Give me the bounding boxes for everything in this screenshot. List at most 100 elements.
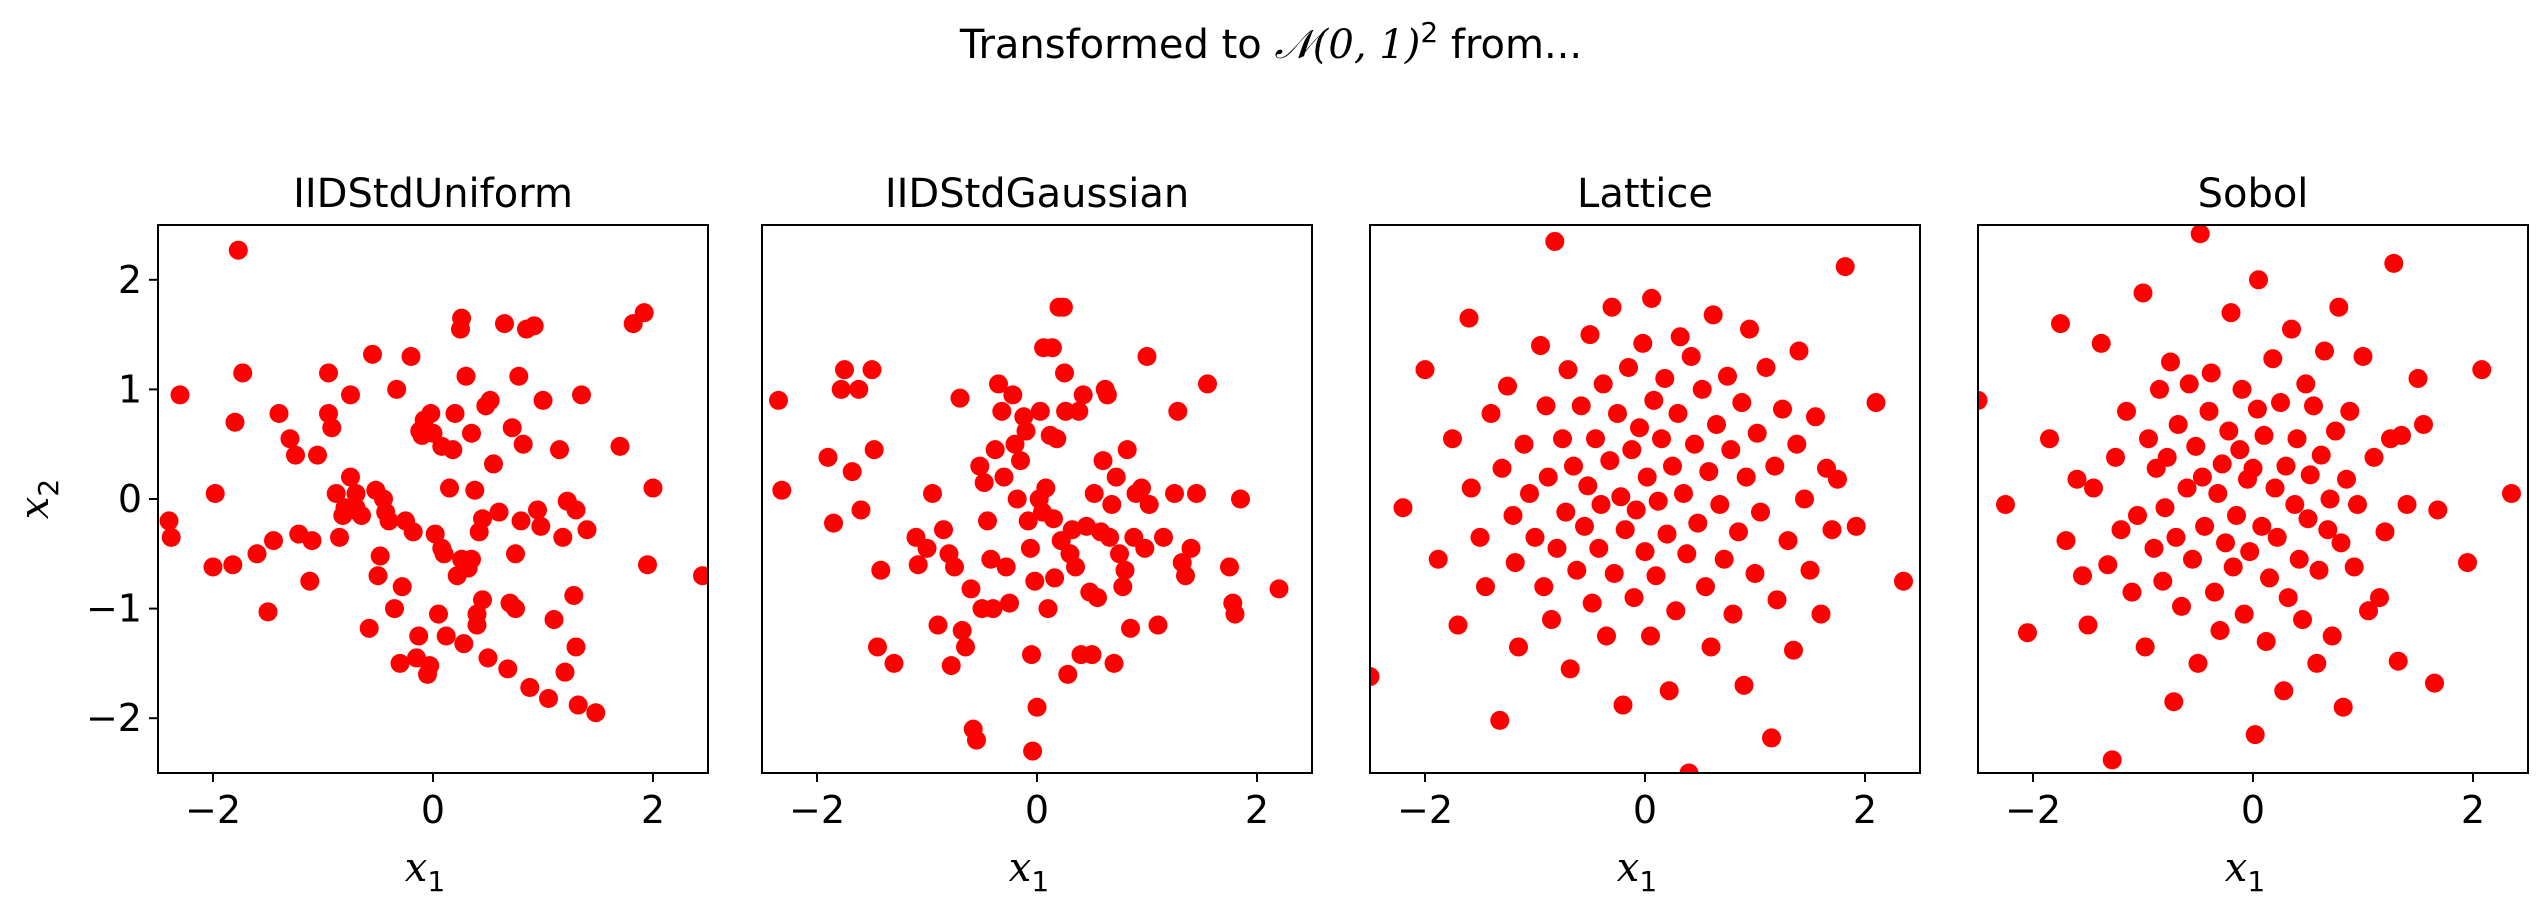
scatter-point bbox=[1751, 502, 1770, 522]
scatter-point bbox=[2315, 341, 2334, 361]
scatter-point bbox=[961, 579, 981, 599]
subplot-2: IIDStdGaussian −2 0 2 x1 bbox=[761, 171, 1313, 898]
scatter-point bbox=[1176, 566, 1195, 586]
scatter-point bbox=[509, 366, 529, 386]
scatter-point bbox=[1624, 588, 1644, 608]
scatter-point bbox=[1586, 429, 1605, 449]
scatter-point bbox=[1756, 357, 1776, 377]
scatter-point bbox=[1692, 379, 1712, 399]
scatter-point bbox=[1558, 360, 1578, 380]
scatter-point bbox=[2370, 588, 2389, 608]
scatter-point bbox=[359, 618, 379, 638]
x-axis-label: x1 bbox=[1009, 845, 1049, 898]
scatter-point bbox=[2340, 401, 2360, 421]
scatter-point bbox=[1154, 527, 1173, 547]
scatter-point bbox=[300, 571, 320, 591]
scatter-point bbox=[326, 484, 346, 504]
scatter-point bbox=[1571, 396, 1591, 416]
scatter-point bbox=[1604, 564, 1624, 584]
scatter-point bbox=[2188, 653, 2208, 673]
scatter-point bbox=[1370, 667, 1380, 687]
scatter-point bbox=[2179, 374, 2199, 394]
scatter-point bbox=[456, 366, 476, 386]
scatter-point bbox=[568, 695, 588, 715]
scatter-point bbox=[1198, 374, 1217, 394]
x-tick-label: 0 bbox=[2241, 788, 2265, 832]
scatter-point bbox=[1005, 434, 1025, 454]
scatter-point bbox=[429, 604, 448, 624]
scatter-point bbox=[1800, 560, 1820, 580]
scatter-point bbox=[1732, 393, 1752, 413]
scatter-point bbox=[1696, 577, 1715, 597]
scatter-point bbox=[864, 440, 884, 460]
scatter-point bbox=[1058, 664, 1078, 684]
scatter-point bbox=[1553, 429, 1572, 449]
suptitle-power: 2 bbox=[1420, 16, 1438, 49]
scatter-point bbox=[1069, 401, 1089, 421]
scatter-point bbox=[1564, 456, 1583, 476]
scatter-point bbox=[849, 379, 869, 399]
scatter-point bbox=[2318, 520, 2338, 540]
scatter-point bbox=[1591, 494, 1611, 514]
scatter-point bbox=[610, 436, 630, 456]
scatter-point bbox=[1593, 374, 1613, 394]
scatter-point bbox=[2192, 467, 2212, 487]
scatter-point bbox=[1688, 513, 1708, 533]
scatter-point bbox=[2408, 368, 2428, 388]
scatter-point bbox=[1613, 695, 1633, 715]
scatter-point bbox=[1806, 407, 1825, 427]
x-tick-label: 0 bbox=[1025, 788, 1049, 832]
scatter-point bbox=[1619, 357, 1638, 377]
scatter-point bbox=[387, 379, 407, 399]
scatter-point bbox=[2304, 396, 2323, 416]
scatter-point bbox=[2139, 429, 2158, 449]
scatter-point bbox=[2221, 303, 2241, 323]
scatter-point bbox=[1121, 618, 1140, 638]
scatter-point bbox=[1056, 401, 1076, 421]
suptitle-args: (0, 1) bbox=[1313, 22, 1421, 68]
scatter-point bbox=[1710, 494, 1730, 514]
scatter-point bbox=[2190, 225, 2210, 244]
scatter-point bbox=[1542, 610, 1561, 630]
scatter-point bbox=[2348, 494, 2367, 514]
scatter-point bbox=[2309, 560, 2329, 580]
scatter-point bbox=[1567, 560, 1587, 580]
scatter-point bbox=[2102, 750, 2122, 770]
scatter-point bbox=[2472, 360, 2492, 380]
scatter-point bbox=[1538, 467, 1558, 487]
scatter-point bbox=[1811, 604, 1831, 624]
x-axis-label: x1 bbox=[2225, 845, 2265, 898]
scatter-point bbox=[1110, 544, 1129, 564]
scatter-point bbox=[577, 520, 597, 540]
scatter-point bbox=[2067, 469, 2087, 489]
scatter-point bbox=[228, 240, 248, 260]
scatter-point bbox=[506, 544, 525, 564]
scatter-point bbox=[1714, 549, 1734, 569]
scatter-point bbox=[1514, 434, 1534, 454]
scatter-point bbox=[2274, 681, 2294, 701]
scatter-point bbox=[1505, 553, 1525, 573]
scatter-point bbox=[1014, 407, 1034, 427]
scatter-point bbox=[693, 566, 708, 586]
scatter-point bbox=[2234, 604, 2254, 624]
scatter-point bbox=[409, 626, 429, 646]
y-tick-label: −2 bbox=[86, 696, 142, 740]
scatter-point bbox=[2293, 610, 2312, 630]
scatter-point bbox=[1745, 564, 1765, 584]
scatter-point bbox=[531, 516, 551, 536]
scatter-point bbox=[1723, 604, 1743, 624]
scatter-point bbox=[1707, 414, 1726, 434]
scatter-point bbox=[1231, 489, 1250, 509]
scatter-point bbox=[1699, 462, 1719, 482]
scatter-point bbox=[1443, 429, 1462, 449]
scatter-point bbox=[1778, 531, 1798, 551]
scatter-point bbox=[1042, 338, 1062, 358]
scatter-point bbox=[566, 637, 586, 657]
x-tick-label: −2 bbox=[789, 788, 845, 832]
scatter-point bbox=[161, 527, 181, 547]
scatter-point bbox=[421, 404, 441, 424]
scatter-point bbox=[352, 505, 371, 525]
scatter-point bbox=[996, 557, 1016, 577]
scatter-point bbox=[308, 445, 327, 465]
scatter-point bbox=[1461, 478, 1481, 498]
